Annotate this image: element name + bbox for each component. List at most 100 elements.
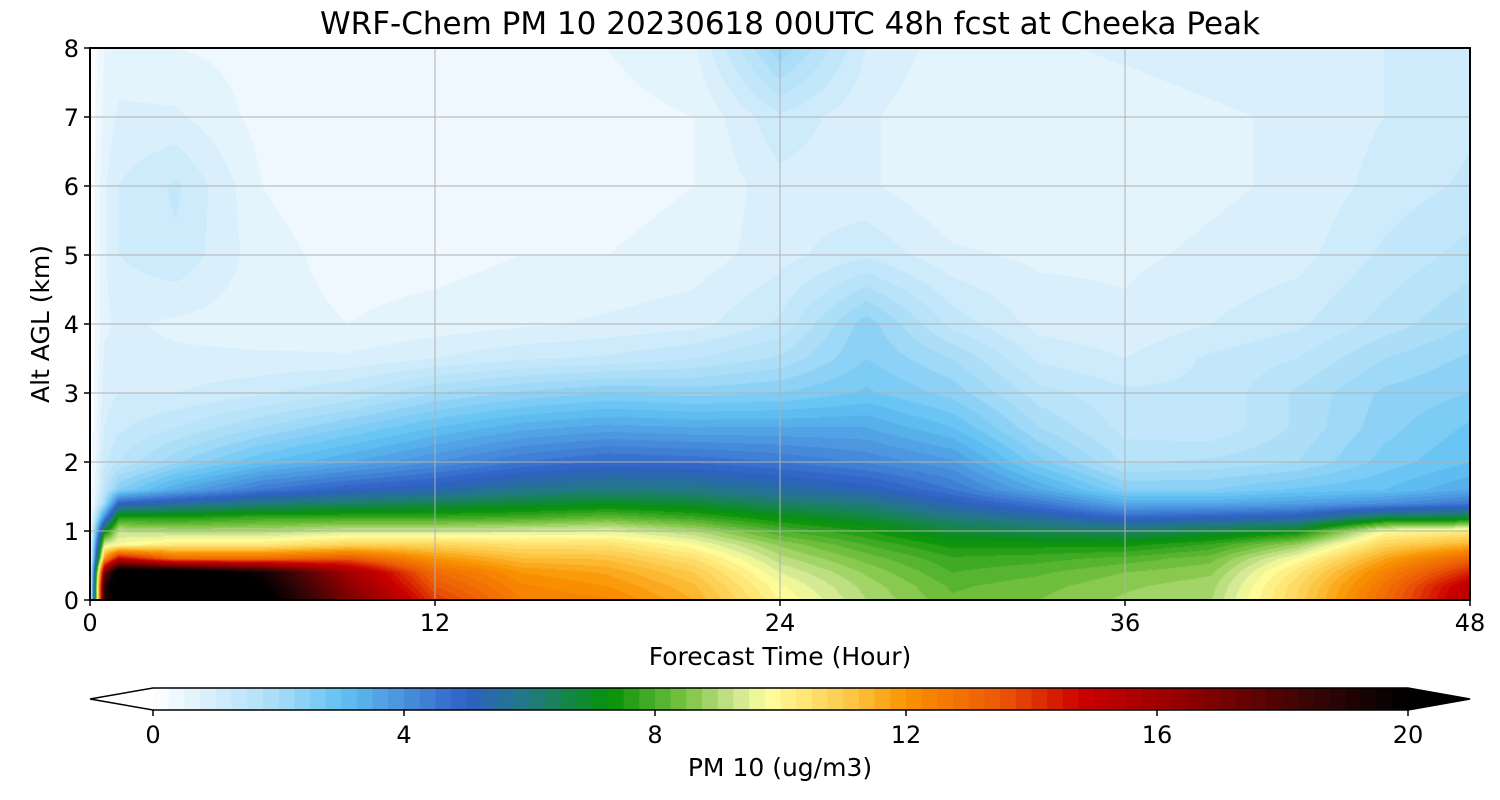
colorbar-swatch — [1172, 688, 1189, 710]
y-tick-label: 1 — [64, 518, 79, 546]
colorbar-swatch — [1376, 688, 1393, 710]
colorbar-swatch — [215, 688, 233, 710]
colorbar-swatch — [576, 688, 593, 710]
y-tick-label: 7 — [64, 104, 79, 132]
colorbar-extend-max — [1408, 688, 1470, 710]
colorbar-swatch — [811, 688, 829, 710]
colorbar-swatch — [1251, 688, 1268, 710]
x-tick-label: 48 — [1455, 609, 1486, 637]
colorbar-swatch — [1062, 688, 1080, 710]
colorbar-swatch — [827, 688, 844, 710]
colorbar-swatch — [1266, 688, 1284, 710]
colorbar-swatch — [733, 688, 750, 710]
colorbar-swatch — [247, 688, 264, 710]
colorbar-swatch — [451, 688, 468, 710]
colorbar-swatch — [1078, 688, 1095, 710]
y-tick-label: 8 — [64, 35, 79, 63]
chart-title: WRF-Chem PM 10 20230618 00UTC 48h fcst a… — [320, 6, 1260, 42]
y-tick-label: 6 — [64, 173, 79, 201]
colorbar-swatch — [529, 688, 546, 710]
y-tick-label: 0 — [64, 587, 79, 615]
colorbar-swatch — [670, 688, 687, 710]
colorbar-swatch — [498, 688, 515, 710]
colorbar-swatch — [1329, 688, 1346, 710]
colorbar-tick-label: 4 — [396, 721, 411, 749]
x-tick-label: 24 — [765, 609, 796, 637]
colorbar-tick-label: 8 — [647, 721, 662, 749]
colorbar-swatch — [278, 688, 295, 710]
colorbar-swatch — [1282, 688, 1299, 710]
colorbar-swatch — [968, 688, 986, 710]
colorbar-swatch — [1141, 688, 1158, 710]
colorbar-swatch — [262, 688, 280, 710]
colorbar-swatch — [356, 688, 374, 710]
colorbar-swatch — [1031, 688, 1048, 710]
colorbar — [89, 687, 1471, 711]
colorbar-swatch — [655, 688, 672, 710]
colorbar-swatch — [1219, 688, 1237, 710]
colorbar-swatch — [1015, 688, 1033, 710]
colorbar-swatch — [1125, 688, 1142, 710]
colorbar-swatch — [184, 688, 201, 710]
colorbar-ticks: 0 4 8 12 16 20 — [145, 710, 1423, 749]
colorbar-tick-label: 16 — [1142, 721, 1173, 749]
colorbar-swatch — [843, 688, 860, 710]
colorbar-swatch — [1392, 688, 1409, 710]
colorbar-swatch — [1235, 688, 1252, 710]
colorbar-label: PM 10 (ug/m3) — [688, 753, 872, 782]
colorbar-swatch — [717, 688, 735, 710]
x-tick-label: 0 — [82, 609, 97, 637]
colorbar-swatch — [607, 688, 625, 710]
x-axis-label: Forecast Time (Hour) — [649, 642, 912, 671]
colorbar-swatch — [153, 688, 170, 710]
colorbar-swatch — [1360, 688, 1378, 710]
x-tick-label: 12 — [420, 609, 451, 637]
colorbar-swatch — [200, 688, 217, 710]
y-axis: 0 1 2 3 4 5 6 7 8 — [64, 35, 90, 615]
colorbar-swatch — [309, 688, 327, 710]
colorbar-swatch — [168, 688, 185, 710]
x-tick-label: 36 — [1110, 609, 1141, 637]
colorbar-swatch — [639, 688, 656, 710]
colorbar-swatch — [1313, 688, 1331, 710]
colorbar-swatch — [1000, 688, 1017, 710]
colorbar-swatch — [937, 688, 954, 710]
colorbar-swatch — [560, 688, 578, 710]
colorbar-swatch — [592, 688, 609, 710]
colorbar-swatch — [1204, 688, 1221, 710]
colorbar-swatch — [1298, 688, 1315, 710]
colorbar-swatch — [482, 688, 499, 710]
colorbar-tick-label: 0 — [145, 721, 160, 749]
colorbar-swatch — [1157, 688, 1174, 710]
colorbar-swatch — [764, 688, 782, 710]
y-tick-label: 3 — [64, 380, 79, 408]
colorbar-swatch — [466, 688, 484, 710]
colorbar-swatch — [325, 688, 342, 710]
colorbar-swatch — [623, 688, 640, 710]
y-tick-label: 5 — [64, 242, 79, 270]
colorbar-extend-min — [90, 688, 153, 710]
colorbar-swatch — [1345, 688, 1362, 710]
colorbar-tick-label: 20 — [1393, 721, 1424, 749]
colorbar-swatch — [294, 688, 311, 710]
colorbar-swatch — [1047, 688, 1064, 710]
colorbar-swatch — [984, 688, 1001, 710]
colorbar-swatch — [1109, 688, 1127, 710]
colorbar-swatch — [513, 688, 531, 710]
colorbar-swatch — [906, 688, 923, 710]
colorbar-swatch — [231, 688, 248, 710]
colorbar-swatch — [341, 688, 358, 710]
colorbar-swatch — [953, 688, 970, 710]
colorbar-swatch — [388, 688, 405, 710]
colorbar-swatch — [874, 688, 891, 710]
colorbar-swatch — [372, 688, 389, 710]
colorbar-swatch — [1188, 688, 1205, 710]
y-tick-label: 4 — [64, 311, 79, 339]
colorbar-swatch — [686, 688, 703, 710]
colorbar-swatch — [545, 688, 562, 710]
colorbar-swatch — [921, 688, 938, 710]
colorbar-swatch — [404, 688, 421, 710]
colorbar-swatch — [858, 688, 876, 710]
colorbar-swatch — [796, 688, 813, 710]
